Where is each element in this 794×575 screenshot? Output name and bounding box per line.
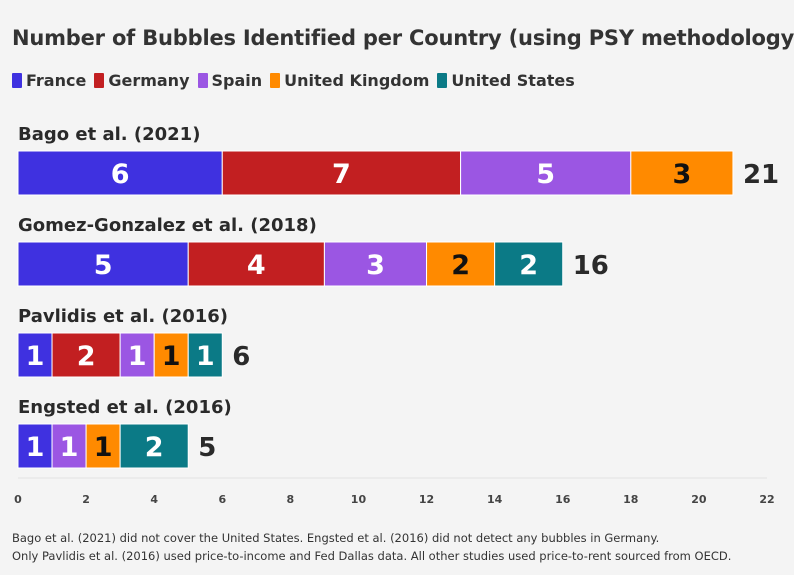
row-total-label: 6: [232, 342, 250, 372]
bar-segment-france: [17, 150, 223, 196]
segment-value-label: 1: [128, 341, 147, 372]
legend-label: France: [26, 71, 87, 90]
segment-value-label: 1: [26, 341, 45, 372]
segment-value-label: 3: [672, 159, 691, 190]
legend-swatch: [270, 73, 281, 88]
segment-value-label: 2: [77, 341, 96, 372]
row-label: Gomez-Gonzalez et al. (2018): [18, 215, 317, 236]
legend-label: United States: [451, 71, 575, 90]
x-tick-label: 8: [287, 493, 295, 506]
segment-value-label: 2: [519, 250, 538, 281]
bar-segment-united-kingdom: [630, 150, 734, 196]
legend-label: Germany: [108, 71, 190, 90]
segment-value-label: 1: [196, 341, 215, 372]
legend-swatch: [94, 73, 105, 88]
segment-value-label: 5: [94, 250, 113, 281]
row-total-label: 5: [198, 433, 216, 463]
bar-segment-germany: [221, 150, 462, 196]
legend-swatch: [197, 73, 208, 88]
row-total-label: 21: [743, 160, 779, 190]
legend: France Germany Spain United Kingdom United S…: [12, 71, 583, 90]
bar-segment-spain: [51, 423, 87, 469]
segment-value-label: 1: [162, 341, 181, 372]
bar-segment-germany: [187, 241, 325, 287]
x-tick-label: 18: [623, 493, 638, 506]
footnote-1: Bago et al. (2021) did not cover the Uni…: [12, 531, 660, 545]
x-tick-label: 2: [82, 493, 90, 506]
bar-segment-france: [17, 423, 53, 469]
x-tick-label: 0: [14, 493, 22, 506]
bar-segment-spain: [460, 150, 632, 196]
x-tick-label: 10: [351, 493, 367, 506]
segment-value-label: 3: [366, 250, 385, 281]
bar-segment-united-kingdom: [85, 423, 121, 469]
segment-value-label: 7: [332, 159, 351, 190]
x-tick-label: 20: [691, 493, 707, 506]
x-tick-label: 4: [150, 493, 158, 506]
bar-segment-france: [17, 332, 53, 378]
footnote-2: Only Pavlidis et al. (2016) used price-t…: [12, 549, 732, 563]
legend-label: Spain: [211, 71, 263, 90]
bar-segment-united-states: [494, 241, 564, 287]
legend-item-france: France: [12, 71, 86, 90]
legend-item-united-states: United States: [437, 71, 575, 90]
row-total-label: 16: [573, 251, 609, 281]
bar-segment-united-kingdom: [153, 332, 189, 378]
x-tick-label: 6: [218, 493, 226, 506]
bar-segment-spain: [323, 241, 428, 287]
legend-item-united-kingdom: United Kingdom: [270, 71, 429, 90]
legend-label: United Kingdom: [284, 71, 430, 90]
bar-segment-united-states: [187, 332, 223, 378]
segment-value-label: 1: [26, 432, 45, 463]
row-label: Pavlidis et al. (2016): [18, 306, 228, 327]
x-tick-label: 12: [419, 493, 434, 506]
segment-value-label: 6: [111, 159, 130, 190]
segment-value-label: 2: [451, 250, 470, 281]
legend-item-germany: Germany: [94, 71, 190, 90]
x-tick-label: 16: [555, 493, 571, 506]
x-tick-label: 22: [759, 493, 774, 506]
legend-swatch: [12, 73, 22, 88]
segment-value-label: 1: [94, 432, 113, 463]
segment-value-label: 5: [536, 159, 555, 190]
legend-item-spain: Spain: [197, 71, 263, 90]
bar-segment-germany: [51, 332, 121, 378]
segment-value-label: 2: [145, 432, 164, 463]
x-tick-label: 14: [487, 493, 503, 506]
legend-swatch: [437, 73, 448, 88]
segment-value-label: 1: [60, 432, 79, 463]
bar-segment-united-states: [119, 423, 189, 469]
bar-segment-france: [17, 241, 189, 287]
row-label: Engsted et al. (2016): [18, 397, 232, 418]
row-label: Bago et al. (2021): [18, 124, 200, 145]
chart-title: Number of Bubbles Identified per Country…: [12, 26, 794, 50]
segment-value-label: 4: [247, 250, 266, 281]
